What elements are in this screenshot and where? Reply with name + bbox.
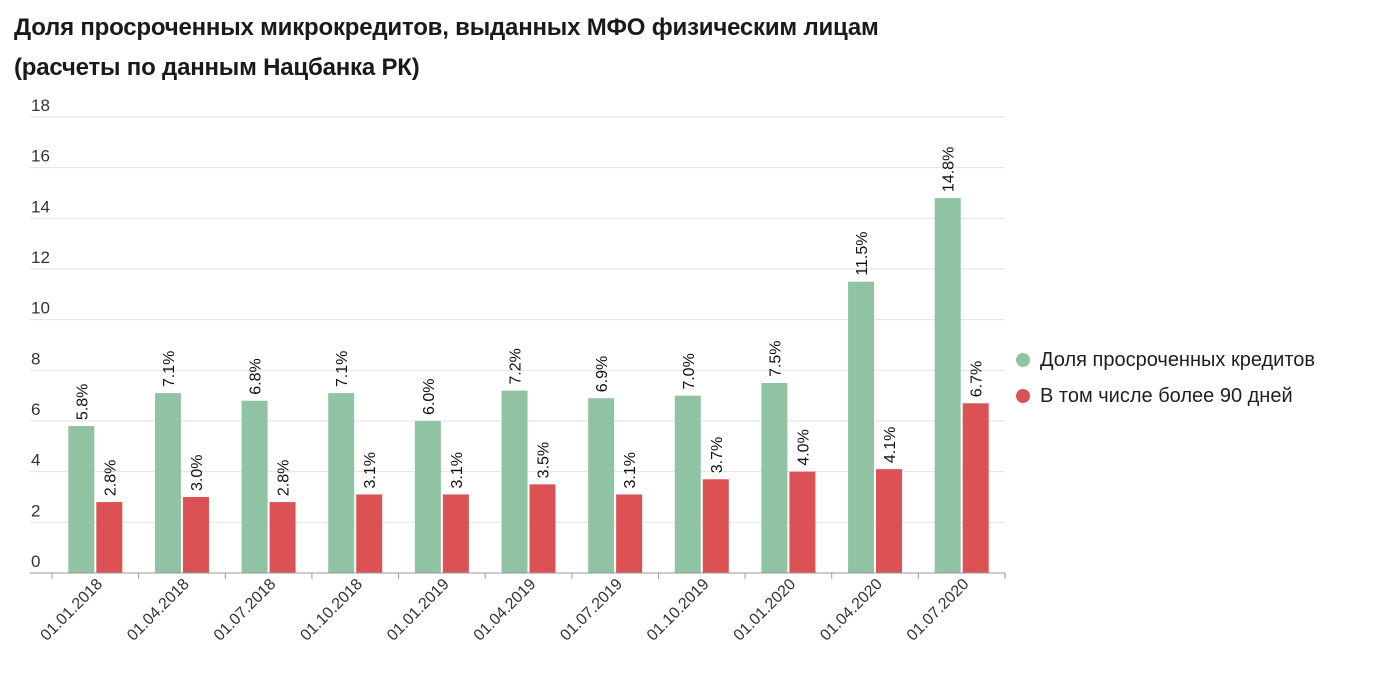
- data-label: 6.8%: [248, 358, 265, 394]
- bars: [68, 198, 989, 574]
- chart-title-line-1: Доля просроченных микрокредитов, выданны…: [14, 14, 879, 41]
- chart-title: Доля просроченных микрокредитов, выданны…: [14, 8, 879, 88]
- data-label: 11.5%: [854, 231, 871, 275]
- x-tick-label: 01.07.2019: [557, 576, 626, 645]
- bar-overdue: [328, 393, 355, 573]
- bar-over-90-days: [96, 502, 123, 573]
- y-axis-ticks: 0 2 4 6 8 10 12 14 16 18: [31, 96, 50, 571]
- bar-overdue: [414, 421, 441, 573]
- y-tick-label: 4: [31, 451, 40, 470]
- bar-overdue: [588, 398, 615, 573]
- bar-overdue: [761, 383, 788, 573]
- bar-over-90-days: [442, 494, 469, 573]
- legend-label-over-90-days: В том числе более 90 дней: [1040, 384, 1293, 407]
- x-tick-label: 01.10.2019: [644, 576, 713, 645]
- data-label: 4.1%: [882, 427, 899, 463]
- data-label: 7.1%: [334, 351, 351, 387]
- x-tick-label: 01.04.2020: [817, 576, 886, 645]
- data-label: 3.7%: [709, 437, 726, 473]
- data-label: 6.0%: [421, 379, 438, 415]
- chart-title-line-2: (расчеты по данным Нацбанка РК): [14, 54, 420, 81]
- data-label: 2.8%: [102, 460, 119, 496]
- data-label: 3.5%: [536, 442, 553, 478]
- data-label: 7.0%: [681, 353, 698, 389]
- y-tick-label: 8: [31, 349, 40, 368]
- x-tick-label: 01.10.2018: [297, 576, 366, 645]
- data-label: 3.1%: [449, 452, 466, 488]
- y-tick-label: 16: [31, 147, 50, 166]
- legend-item-over-90-days: В том числе более 90 дней: [1016, 378, 1315, 414]
- x-tick-label: 01.04.2019: [471, 576, 540, 645]
- y-tick-label: 6: [31, 400, 40, 419]
- legend-label-overdue: Доля просроченных кредитов: [1040, 348, 1316, 371]
- bar-over-90-days: [616, 494, 643, 573]
- data-label: 3.1%: [362, 452, 379, 488]
- y-tick-label: 10: [31, 299, 50, 318]
- data-label: 3.0%: [189, 455, 206, 491]
- x-tick-label: 01.01.2019: [384, 576, 453, 645]
- data-label: 7.5%: [767, 341, 784, 377]
- x-tick-label: 01.07.2020: [904, 576, 973, 645]
- x-tick-label: 01.01.2018: [38, 576, 107, 645]
- bar-over-90-days: [529, 484, 556, 573]
- legend: Доля просроченных кредитов В том числе б…: [1016, 342, 1315, 414]
- bar-overdue: [154, 393, 181, 573]
- bar-over-90-days: [789, 471, 816, 573]
- data-label: 2.8%: [276, 460, 293, 496]
- bar-over-90-days: [356, 494, 383, 573]
- data-label: 7.1%: [161, 351, 178, 387]
- bar-overdue: [68, 426, 95, 573]
- y-tick-label: 0: [31, 552, 40, 571]
- y-tick-label: 14: [31, 197, 50, 216]
- data-label: 7.2%: [508, 348, 525, 384]
- x-axis: 01.01.2018 01.04.2018 01.07.2018 01.10.2018…: [30, 572, 1006, 645]
- y-tick-label: 12: [31, 248, 50, 267]
- bar-over-90-days: [962, 403, 989, 573]
- data-label: 6.7%: [969, 361, 986, 397]
- bar-over-90-days: [182, 497, 209, 573]
- y-tick-label: 18: [31, 96, 50, 115]
- data-label: 14.8%: [941, 147, 958, 192]
- bar-overdue: [934, 198, 961, 574]
- bar-overdue: [241, 400, 268, 573]
- legend-item-overdue: Доля просроченных кредитов: [1016, 342, 1315, 378]
- bar-overdue: [674, 395, 701, 573]
- data-label: 3.1%: [622, 452, 639, 488]
- bar-overdue: [848, 281, 875, 573]
- legend-swatch-over-90-days: [1016, 389, 1030, 403]
- legend-swatch-overdue: [1016, 353, 1030, 367]
- data-labels: 5.8% 2.8% 7.1% 3.0% 6.8% 2.8% 7.1% 3.1% 6.0% 3.1%…: [74, 147, 985, 496]
- bar-over-90-days: [702, 479, 729, 573]
- bar-over-90-days: [876, 469, 903, 573]
- y-tick-label: 2: [31, 501, 40, 520]
- data-label: 4.0%: [795, 429, 812, 465]
- data-label: 6.9%: [594, 356, 611, 392]
- x-tick-label: 01.01.2020: [731, 576, 800, 645]
- bar-overdue: [501, 390, 528, 573]
- data-label: 5.8%: [74, 384, 91, 420]
- bar-over-90-days: [269, 502, 296, 573]
- x-tick-label: 01.07.2018: [211, 576, 280, 645]
- x-tick-label: 01.04.2018: [124, 576, 193, 645]
